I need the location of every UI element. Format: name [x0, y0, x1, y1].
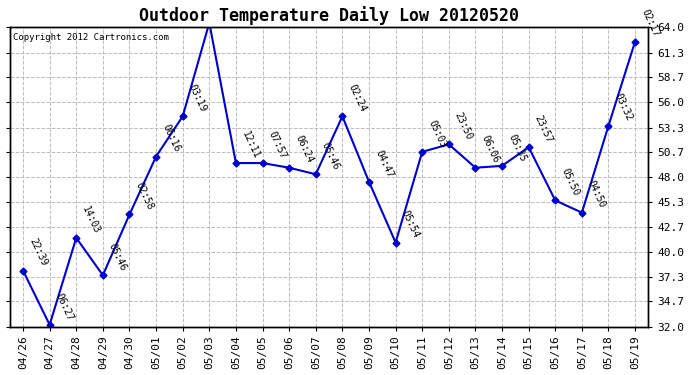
Text: 06:27: 06:27: [54, 291, 75, 322]
Text: 23:57: 23:57: [533, 114, 554, 144]
Text: 02:17: 02:17: [639, 8, 661, 39]
Text: 07:57: 07:57: [267, 129, 288, 160]
Text: 05:50: 05:50: [560, 167, 581, 198]
Text: 06:06: 06:06: [480, 134, 501, 165]
Text: 04:50: 04:50: [586, 179, 607, 210]
Text: 05:03: 05:03: [426, 118, 448, 149]
Text: 14:03: 14:03: [81, 204, 102, 235]
Text: 23:50: 23:50: [453, 111, 475, 142]
Title: Outdoor Temperature Daily Low 20120520: Outdoor Temperature Daily Low 20120520: [139, 6, 519, 24]
Text: 03:19: 03:19: [187, 82, 208, 114]
Text: 03:32: 03:32: [613, 92, 634, 123]
Text: 02:24: 02:24: [346, 82, 368, 114]
Text: 07:16: 07:16: [0, 374, 1, 375]
Text: 05:35: 05:35: [506, 132, 528, 163]
Text: 04:47: 04:47: [373, 148, 395, 179]
Text: 12:11: 12:11: [240, 129, 262, 160]
Text: 22:39: 22:39: [27, 237, 49, 268]
Text: 06:24: 06:24: [293, 134, 315, 165]
Text: Copyright 2012 Cartronics.com: Copyright 2012 Cartronics.com: [13, 33, 169, 42]
Text: 05:54: 05:54: [400, 209, 421, 240]
Text: 05:46: 05:46: [320, 141, 342, 171]
Text: 06:16: 06:16: [160, 123, 181, 154]
Text: 05:46: 05:46: [107, 242, 128, 273]
Text: 02:58: 02:58: [134, 181, 155, 212]
